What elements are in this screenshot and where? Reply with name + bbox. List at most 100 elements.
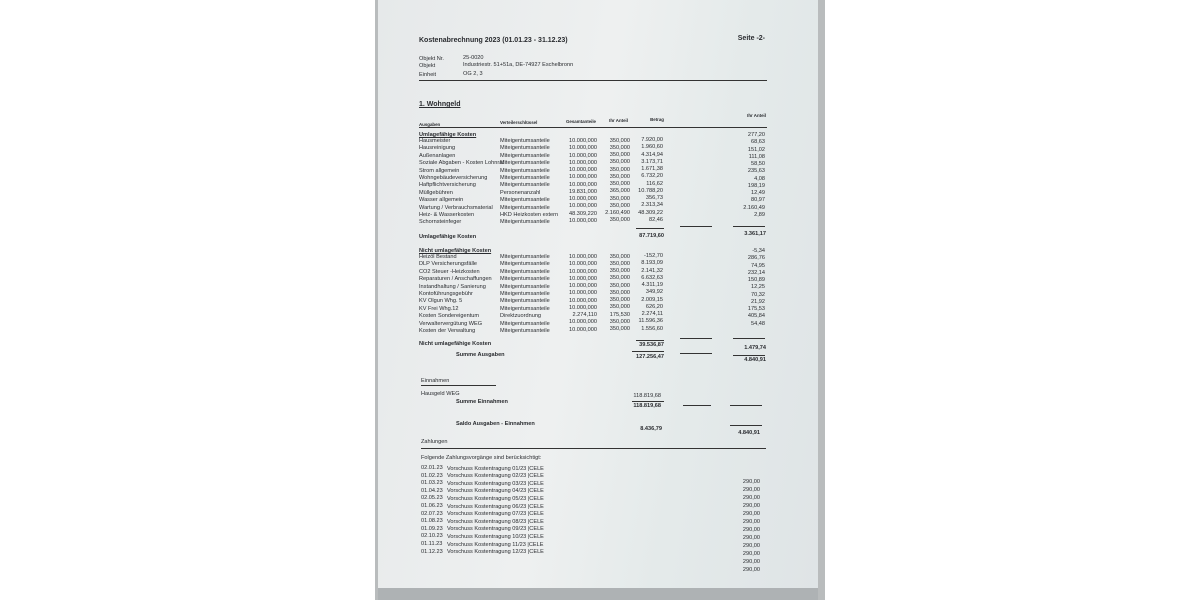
your-shares: 350,000 [609, 202, 630, 209]
your-shares: 350,000 [609, 268, 630, 274]
total-shares: 10.000,000 [569, 174, 597, 181]
sum-line [680, 338, 712, 339]
amount: 8.193,09 [641, 260, 663, 267]
allocation-key: Miteigentumsanteile [500, 291, 550, 297]
your-amount: 198,19 [747, 182, 765, 189]
payment-date: 01.04.23 [421, 487, 443, 494]
allocation-key: Miteigentumsanteile [500, 160, 550, 167]
field-label: Objekt [419, 63, 436, 69]
allocation-key: Miteigentumsanteile [500, 145, 550, 152]
cost-label: Soziale Abgaben - Kosten Lohnrat [419, 160, 504, 167]
amount: 2.313,34 [641, 202, 663, 209]
payment-description: Vorschuss Kostentragung 09/23 |CELE [447, 526, 544, 533]
payment-date: 01.09.23 [421, 525, 443, 532]
cost-label: KV Olgun Whg. 5 [419, 298, 463, 305]
allocation-key: Miteigentumsanteile [500, 283, 550, 290]
your-amount: 74,95 [751, 262, 765, 269]
payment-amount: 290,00 [742, 511, 760, 517]
your-shares: 175,530 [609, 311, 630, 318]
amount: 1.556,60 [641, 325, 663, 332]
total-shares: 10.000,000 [569, 275, 597, 282]
income-amount: 118.819,68 [633, 393, 661, 399]
amount: 626,20 [645, 303, 663, 310]
total-income: 118.819,68 [633, 403, 661, 409]
amount: 11.596,36 [638, 318, 663, 325]
cost-label: KV Frei Whg.12 [419, 305, 459, 312]
subtotal-share: 1.479,74 [744, 345, 766, 351]
your-amount: 21,92 [751, 298, 765, 305]
your-amount: 150,89 [747, 277, 765, 283]
amount: 4.311,19 [641, 282, 663, 288]
total-shares: 10.000,000 [569, 319, 597, 326]
your-shares: 2.160,490 [605, 210, 630, 216]
amount: 349,92 [645, 289, 663, 296]
payment-date: 01.02.23 [421, 472, 443, 479]
sum-line [632, 401, 664, 402]
sum-line [730, 405, 762, 406]
total-income-label: Summe Einnahmen [456, 399, 508, 405]
amount: 116,62 [646, 180, 663, 187]
cost-label: Reparaturen / Anschaffungen [419, 276, 492, 283]
total-shares: 10.000,000 [569, 326, 597, 333]
payment-description: Vorschuss Kostentragung 08/23 |CELE [447, 518, 544, 525]
payments-heading: Zahlungen [421, 439, 448, 445]
your-shares: 350,000 [609, 137, 630, 144]
sum-line [733, 226, 765, 227]
payment-date: 02.07.23 [421, 510, 443, 517]
total-expenses-label: Summe Ausgaben [456, 352, 505, 358]
payment-amount: 290,00 [742, 519, 760, 525]
sum-line [636, 228, 664, 229]
your-shares: 350,000 [609, 181, 630, 187]
total-shares: 10.000,000 [569, 297, 597, 304]
payment-amount: 290,00 [742, 551, 760, 557]
amount: 6.732,20 [641, 173, 663, 180]
your-shares: 350,000 [609, 152, 630, 158]
your-shares: 350,000 [609, 159, 630, 166]
cost-label: Strom allgemein [419, 167, 460, 174]
cost-label: CO2 Steuer -Heizkosten [419, 268, 480, 275]
amount: 3.173,71 [641, 158, 663, 165]
allocation-key: Miteigentumsanteile [500, 305, 550, 312]
income-heading: Einnahmen [421, 378, 450, 384]
payment-date: 01.06.23 [421, 503, 443, 509]
your-amount: 286,76 [747, 255, 765, 262]
cost-label: Schornsteinfeger [419, 219, 462, 226]
your-shares: 350,000 [609, 217, 630, 224]
income-divider [421, 385, 496, 386]
allocation-key: Miteigentumsanteile [500, 204, 550, 211]
your-shares: 350,000 [609, 166, 630, 173]
field-value: OG 2, 3 [463, 71, 483, 77]
your-amount: 12,25 [751, 284, 765, 291]
field-value: 25-0020 [463, 55, 484, 61]
total-shares: 48.309,220 [569, 210, 597, 217]
your-amount: 235,63 [747, 168, 765, 175]
cost-label: Haftpflichtversicherung [419, 182, 476, 189]
amount: 1.960,60 [641, 144, 663, 151]
allocation-key: Miteigentumsanteile [500, 197, 550, 204]
amount: 82,46 [649, 216, 663, 223]
subtotal-share: 3.361,17 [744, 231, 766, 237]
your-amount: 2,89 [754, 211, 765, 218]
your-amount: 70,32 [751, 291, 765, 298]
total-shares: 2.274,110 [572, 312, 597, 318]
your-shares: 350,000 [609, 275, 630, 282]
document-photo: Kostenabrechnung 2023 (01.01.23 - 31.12.… [375, 0, 825, 600]
page-number: Seite -2- [737, 35, 765, 42]
group-heading: Nicht umlagefähige Kosten [419, 248, 492, 254]
total-shares: 10.000,000 [569, 196, 597, 202]
total-shares: 10.000,000 [569, 304, 597, 311]
subtotal-label: Nicht umlagefähige Kosten [419, 341, 492, 347]
cost-label: Kontoführungsgebühr [419, 291, 473, 297]
payment-date: 02.10.23 [421, 533, 443, 540]
allocation-key: Miteigentumsanteile [500, 182, 550, 189]
header-divider [419, 80, 767, 81]
your-amount: 68,63 [751, 139, 765, 146]
amount: 6.632,63 [641, 274, 663, 281]
field-value: Industriestr. 51+51a, DE-74927 Eschelbro… [463, 62, 574, 68]
document-title: Kostenabrechnung 2023 (01.01.23 - 31.12.… [419, 37, 568, 44]
your-amount: 4,08 [754, 175, 765, 182]
amount: 4.314,94 [641, 151, 663, 158]
payment-amount: 290,00 [742, 535, 760, 541]
allocation-key: Miteigentumsanteile [500, 152, 550, 159]
payments-intro: Folgende Zahlungsvorgänge sind berücksic… [421, 455, 542, 461]
